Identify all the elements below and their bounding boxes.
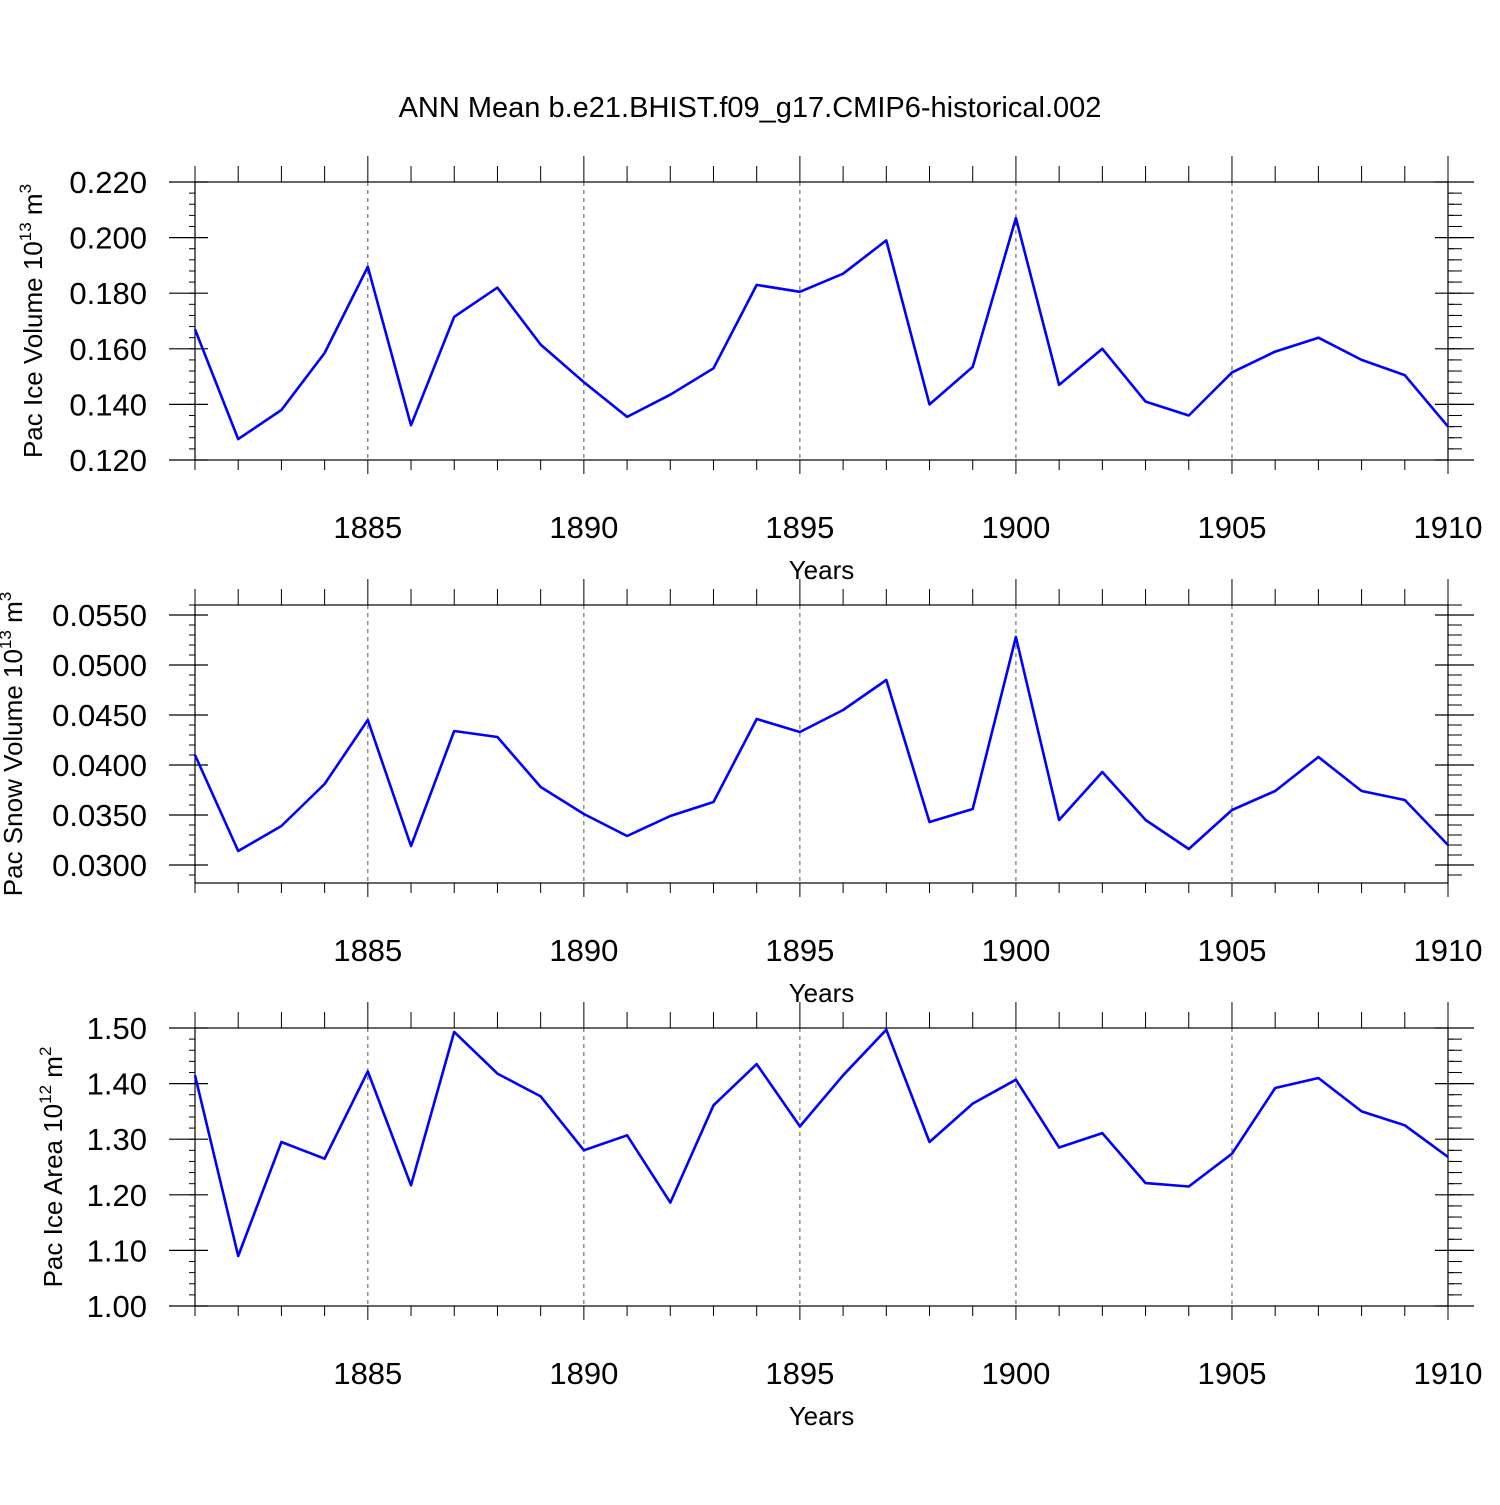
y-axis-label: Pac Ice Area 1012 m2: [36, 1047, 68, 1288]
y-axis-label-unit-exponent: 3: [16, 184, 35, 193]
y-axis-label-unit-exponent: 2: [36, 1047, 55, 1056]
y-axis-label: Pac Ice Volume 1013 m3: [16, 184, 48, 458]
plot-frame: [194, 1027, 1449, 1307]
x-tick-label: 1890: [549, 510, 618, 545]
x-tick-label: 1890: [549, 1356, 618, 1391]
y-tick-label: 0.120: [69, 443, 147, 478]
y-tick-label: 0.0400: [52, 748, 147, 783]
y-axis-label-unit-exponent: 3: [0, 592, 15, 601]
data-line-pac-ice-volume: [193, 216, 1449, 441]
y-tick-label: 1.10: [87, 1233, 147, 1268]
figure-title: ANN Mean b.e21.BHIST.f09_g17.CMIP6-histo…: [398, 92, 1102, 124]
x-tick-label: 1895: [765, 1356, 834, 1391]
x-tick-label: 1890: [549, 933, 618, 968]
panel-3: 1.00 1.10 1.20 1.30 1.40 1.50 1885 1890 1895 1900…: [36, 1002, 1482, 1431]
y-tick-label: 0.0350: [52, 798, 147, 833]
y-tick-label: 0.180: [69, 276, 147, 311]
x-tick-label: 1905: [1197, 510, 1266, 545]
y-tick-label: 0.0500: [52, 648, 147, 683]
y-axis-label-exponent: 13: [0, 630, 15, 649]
x-tick-label: 1910: [1414, 510, 1483, 545]
x-tick-label: 1910: [1414, 1356, 1483, 1391]
y-axis-label: Pac Snow Volume 1013 m3: [0, 592, 28, 896]
y-axis-label-unit: m: [18, 193, 48, 222]
y-tick-label: 1.50: [87, 1011, 147, 1046]
y-axis-label-exponent: 12: [36, 1085, 55, 1104]
y-tick-label: 0.160: [69, 332, 147, 367]
panel-2: 0.0300 0.0350 0.0400 0.0450 0.0500 0.0550 1885…: [0, 579, 1482, 1008]
x-tick-label: 1905: [1197, 933, 1266, 968]
y-tick-label: 0.220: [69, 165, 147, 200]
y-tick-label: 0.140: [69, 387, 147, 422]
y-axis-label-exponent: 13: [16, 222, 35, 241]
panel-1: 0.120 0.140 0.160 0.180 0.200 0.220 1885 1890 18…: [16, 156, 1482, 585]
x-tick-label: 1885: [333, 510, 402, 545]
x-tick-label: 1900: [981, 1356, 1050, 1391]
y-axis-label-main: Pac Snow Volume 10: [0, 649, 28, 896]
y-tick-label: 1.00: [87, 1289, 147, 1324]
y-tick-label: 0.200: [69, 221, 147, 256]
plot-frame: [194, 604, 1449, 884]
y-tick-label: 0.0300: [52, 848, 147, 883]
plot-frame: [194, 181, 1449, 461]
y-tick-label: 1.20: [87, 1178, 147, 1213]
x-axis-label: Years: [789, 1401, 855, 1431]
x-tick-label: 1900: [981, 510, 1050, 545]
x-axis-label: Years: [789, 555, 855, 585]
x-tick-label: 1910: [1414, 933, 1483, 968]
y-axis-label-main: Pac Ice Area 10: [38, 1104, 68, 1288]
y-axis-label-unit: m: [38, 1056, 68, 1085]
x-tick-label: 1885: [333, 1356, 402, 1391]
data-line-pac-ice-area: [193, 1028, 1449, 1258]
x-axis-label: Years: [789, 978, 855, 1008]
y-tick-label: 0.0450: [52, 698, 147, 733]
data-line-pac-snow-volume: [193, 635, 1449, 853]
x-tick-label: 1895: [765, 933, 834, 968]
y-axis-label-unit: m: [0, 601, 28, 630]
x-tick-label: 1900: [981, 933, 1050, 968]
y-tick-label: 1.40: [87, 1067, 147, 1102]
y-axis-label-main: Pac Ice Volume 10: [18, 241, 48, 458]
x-tick-label: 1895: [765, 510, 834, 545]
x-tick-label: 1885: [333, 933, 402, 968]
x-tick-label: 1905: [1197, 1356, 1266, 1391]
y-tick-label: 0.0550: [52, 598, 147, 633]
y-tick-label: 1.30: [87, 1122, 147, 1157]
